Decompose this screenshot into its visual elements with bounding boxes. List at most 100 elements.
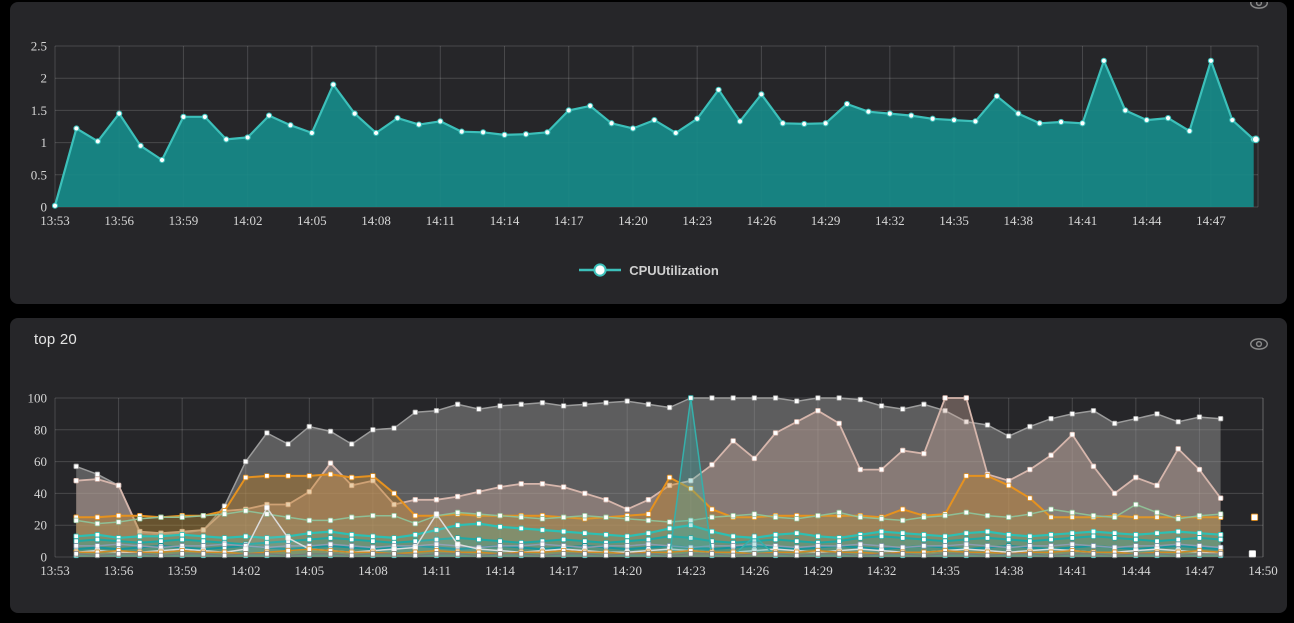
eye-icon[interactable]	[1248, 2, 1270, 14]
data-point-marker	[1069, 431, 1075, 438]
data-point-marker	[582, 538, 588, 544]
cpu-utilization-chart[interactable]: 0 0.5 1 1.5 2 2.5 13:53 13:56 13:59 14:02 14:05 14:…	[10, 2, 1287, 304]
y-axis-label: 0	[41, 550, 48, 565]
data-point-marker	[815, 395, 821, 401]
data-point-marker	[921, 450, 927, 457]
data-point-marker	[158, 538, 164, 544]
data-point-marker	[73, 543, 79, 549]
data-point-marker	[1196, 535, 1203, 541]
x-axis-label: 13:53	[40, 213, 70, 228]
data-point-marker	[878, 516, 885, 522]
data-point-marker	[921, 543, 927, 549]
data-point-marker	[984, 535, 991, 541]
data-point-marker	[522, 131, 530, 138]
data-point-marker	[1027, 543, 1033, 549]
data-point-marker	[264, 511, 270, 517]
data-point-marker	[412, 552, 418, 559]
data-point-marker	[984, 528, 991, 535]
data-point-marker	[645, 497, 652, 503]
data-point-marker	[603, 400, 609, 406]
data-point-marker	[900, 447, 906, 454]
x-axis-label: 13:56	[104, 213, 134, 228]
data-point-marker	[116, 110, 123, 117]
x-axis-label: 14:05	[297, 213, 327, 228]
data-point-marker	[370, 551, 376, 557]
data-point-marker	[730, 552, 736, 559]
y-axis-label: 80	[34, 422, 47, 437]
data-point-marker	[1175, 419, 1181, 425]
data-point-marker	[412, 544, 418, 551]
y-axis-label: 100	[28, 391, 48, 406]
data-point-marker	[539, 541, 546, 547]
data-point-marker	[1005, 551, 1012, 557]
data-point-marker	[1048, 452, 1054, 458]
data-point-marker	[391, 501, 397, 508]
data-point-marker	[1027, 511, 1033, 517]
data-point-marker	[645, 517, 652, 524]
data-point-marker	[179, 514, 185, 520]
x-axis-label: 14:44	[1121, 563, 1151, 578]
data-point-marker	[942, 395, 948, 401]
data-point-marker	[801, 120, 808, 128]
eye-icon-glyph	[1250, 338, 1268, 350]
data-point-marker	[287, 122, 294, 129]
data-point-marker	[1196, 512, 1203, 519]
data-point-marker	[73, 517, 79, 524]
data-point-marker	[878, 551, 885, 557]
data-point-marker	[394, 115, 401, 122]
data-point-marker	[624, 506, 630, 512]
data-point-marker	[836, 509, 842, 516]
data-point-marker	[327, 460, 334, 466]
x-axis-label: 14:26	[740, 563, 770, 578]
data-point-marker	[1069, 530, 1075, 536]
data-point-marker	[1090, 551, 1097, 557]
data-point-marker	[560, 528, 567, 535]
data-point-marker	[772, 532, 779, 538]
data-point-marker	[794, 530, 800, 536]
x-axis-label: 14:44	[1132, 213, 1162, 228]
data-point-marker	[963, 473, 969, 479]
data-point-marker	[1027, 551, 1033, 557]
top20-chart[interactable]: 0 20 40 60 80 100 13:53 13:56 13:59 14:02 14:05 14:…	[10, 318, 1287, 613]
data-point-marker	[501, 131, 508, 138]
eye-icon[interactable]	[1248, 333, 1270, 355]
data-point-marker	[518, 401, 524, 408]
data-point-marker	[582, 530, 588, 536]
data-point-marker	[963, 541, 969, 547]
data-point-marker	[608, 120, 615, 127]
data-point-marker	[1111, 490, 1118, 497]
data-point-marker	[1048, 506, 1054, 512]
data-point-marker	[1154, 538, 1160, 544]
data-point-marker	[582, 490, 588, 497]
data-point-marker	[370, 427, 376, 433]
data-point-marker	[200, 527, 207, 533]
data-point-marker	[115, 482, 122, 489]
data-point-marker	[1069, 535, 1075, 541]
data-point-marker	[539, 516, 546, 522]
data-point-marker	[878, 543, 885, 549]
data-point-marker	[1154, 509, 1160, 516]
data-point-marker	[454, 551, 461, 557]
data-point-marker	[963, 509, 969, 516]
data-point-marker	[437, 118, 444, 125]
data-point-marker	[180, 113, 187, 120]
y-axis-label: 1	[41, 135, 48, 150]
data-point-marker	[221, 535, 228, 541]
data-point-marker	[264, 473, 270, 479]
data-point-marker	[1005, 482, 1012, 489]
data-point-marker	[243, 551, 249, 557]
series-area-white	[76, 507, 1221, 557]
x-axis-label: 13:59	[167, 563, 197, 578]
x-axis-label: 14:35	[939, 213, 969, 228]
data-point-marker	[349, 482, 355, 489]
data-point-marker	[815, 512, 821, 519]
data-point-marker	[736, 118, 744, 125]
data-point-marker	[1027, 495, 1033, 501]
data-point-marker	[327, 517, 334, 524]
data-point-marker	[137, 533, 143, 540]
data-point-marker	[370, 473, 376, 479]
data-point-marker	[1143, 116, 1150, 124]
legend-item-cpuutilization[interactable]: CPUUtilization	[10, 259, 1287, 281]
data-point-marker	[688, 477, 694, 484]
x-axis-label: 14:29	[803, 563, 833, 578]
